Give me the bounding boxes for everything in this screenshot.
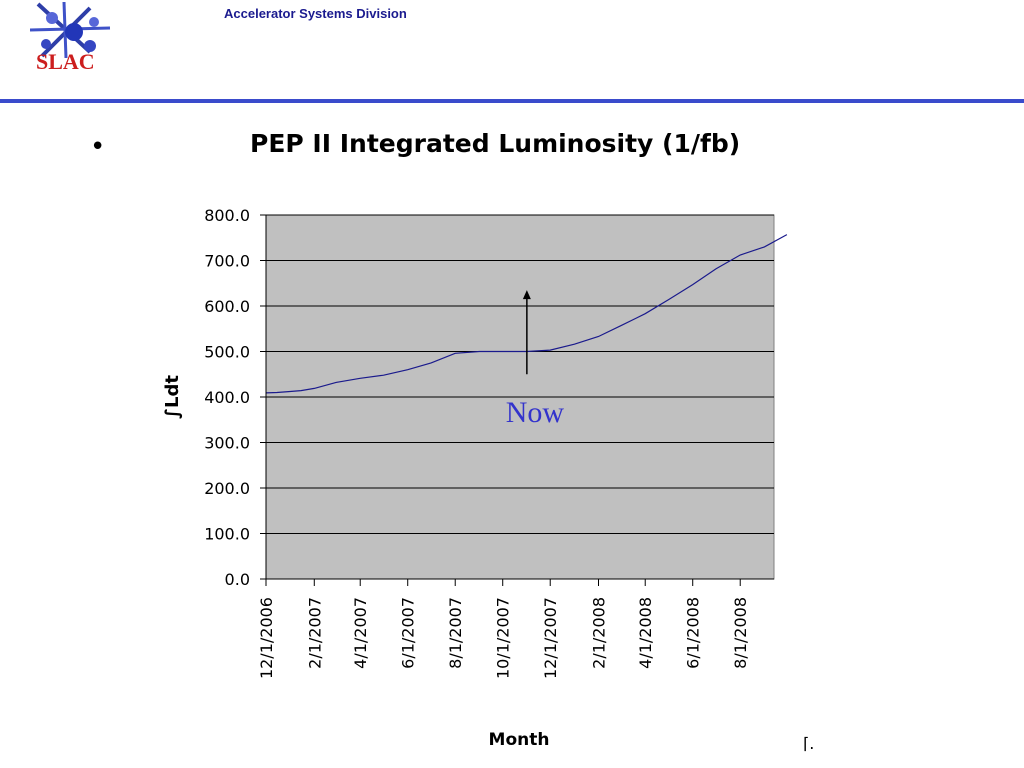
now-arrow-head	[522, 290, 531, 300]
x-axis-title: Month	[489, 730, 550, 750]
x-tick-label: 12/1/2006	[257, 597, 276, 679]
now-label: Now	[506, 396, 565, 429]
logo-starburst-icon	[30, 1, 111, 59]
x-tick-label: 6/1/2008	[684, 597, 703, 669]
y-tick-label: 200.0	[204, 479, 250, 498]
y-tick-label: 0.0	[225, 570, 250, 589]
series-line	[265, 234, 788, 394]
y-tick-label: 400.0	[204, 388, 250, 407]
slide-bullet: •	[90, 132, 106, 162]
chart-title: PEP II Integrated Luminosity (1/fb)	[250, 129, 741, 158]
y-tick-label: 100.0	[204, 525, 250, 544]
annotation-layer: Now	[506, 290, 565, 429]
axes: 0.0 100.0 200.0 300.0 400.0 500.0 600.0 700.0 80…	[162, 206, 774, 750]
x-tick-label: 8/1/2008	[731, 597, 750, 669]
header-divider	[0, 99, 1024, 103]
series-layer	[265, 234, 788, 394]
x-tick-label: 12/1/2007	[541, 597, 560, 679]
y-tick-label: 700.0	[204, 252, 250, 271]
slac-logo: SLAC	[30, 1, 111, 74]
x-tick-label: 2/1/2008	[590, 597, 609, 669]
division-title: Accelerator Systems Division	[224, 6, 407, 21]
x-tick-label: 4/1/2007	[351, 597, 370, 669]
y-tick-label: 300.0	[204, 434, 250, 453]
x-tick-label: 6/1/2007	[399, 597, 418, 669]
x-tick-label: 2/1/2007	[305, 597, 324, 669]
footer-mark: ⌈.	[803, 734, 815, 753]
y-axis-title: ∫Ldt	[162, 375, 183, 419]
y-tick-label: 800.0	[204, 206, 250, 225]
logo-text: SLAC	[36, 49, 95, 74]
x-tick-label: 4/1/2008	[636, 597, 655, 669]
y-tick-label: 500.0	[204, 343, 250, 362]
x-tick-label: 10/1/2007	[494, 597, 513, 679]
y-tick-label: 600.0	[204, 297, 250, 316]
x-tick-label: 8/1/2007	[446, 597, 465, 669]
